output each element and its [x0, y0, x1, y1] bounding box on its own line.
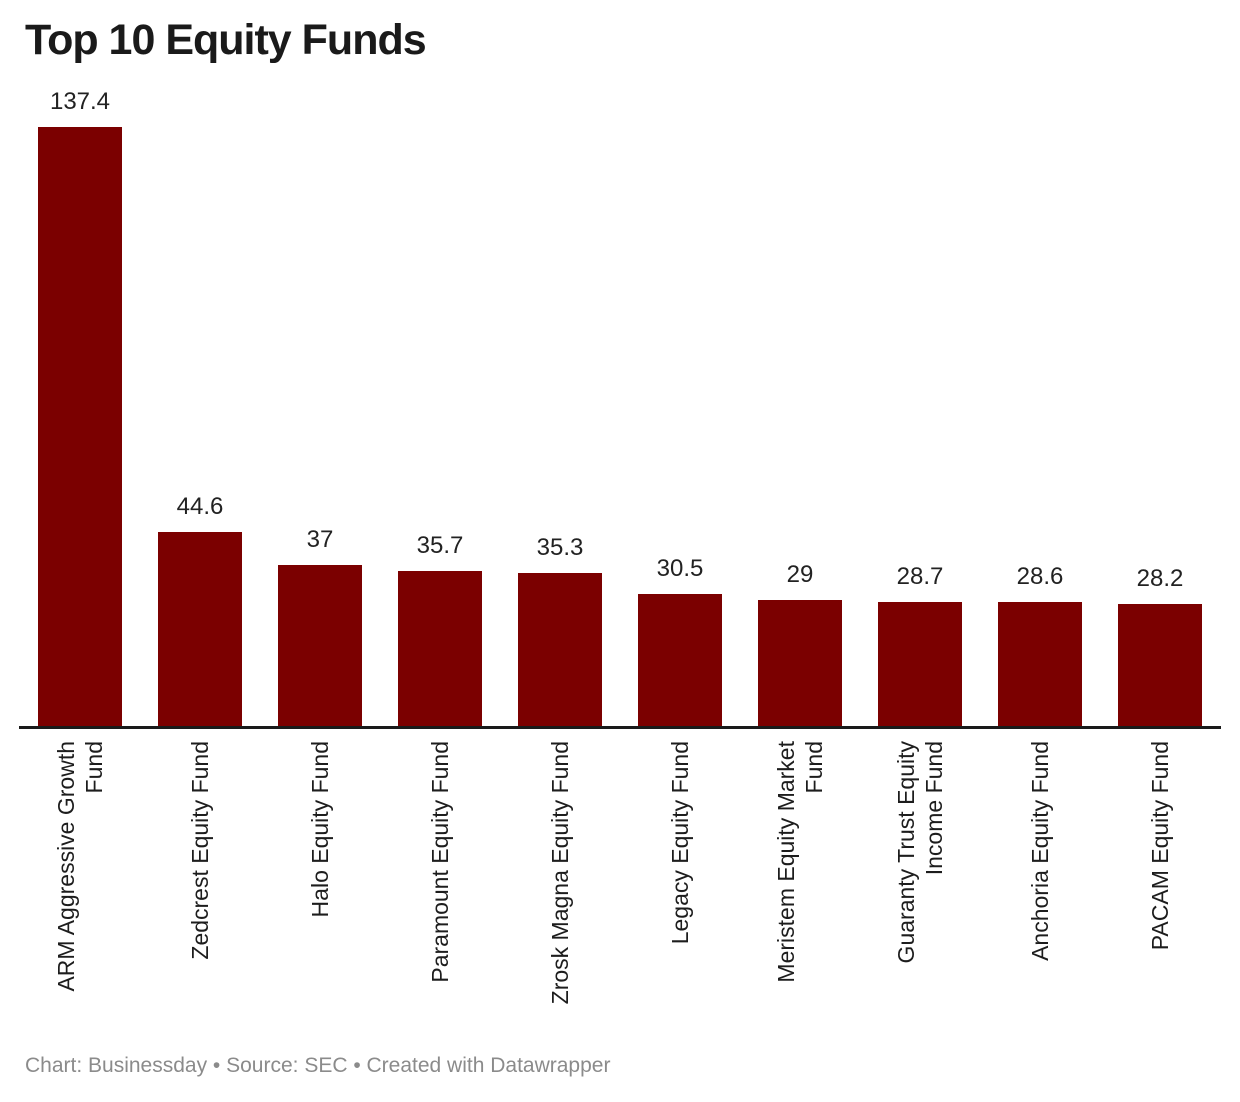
- x-axis-label: ARM Aggressive Growth Fund: [53, 741, 107, 992]
- bar: [998, 602, 1082, 727]
- chart-footer: Chart: Businessday • Source: SEC • Creat…: [25, 1054, 611, 1077]
- bar-value-label: 44.6: [176, 493, 224, 520]
- x-axis-label: Legacy Equity Fund: [667, 741, 693, 945]
- bar-value-label: 28.2: [1136, 565, 1184, 592]
- x-axis-label: Guaranty Trust Equity Income Fund: [893, 741, 947, 964]
- bar: [398, 571, 482, 727]
- bar: [158, 532, 242, 727]
- x-axis-label: PACAM Equity Fund: [1147, 741, 1173, 951]
- bar-value-label: 28.6: [1016, 563, 1064, 590]
- bar: [758, 600, 842, 727]
- bar: [878, 602, 962, 727]
- bar-value-label: 35.7: [416, 532, 464, 559]
- x-axis-label: Halo Equity Fund: [307, 741, 333, 918]
- bar-value-label: 28.7: [896, 563, 944, 590]
- chart-title: Top 10 Equity Funds: [25, 16, 427, 64]
- x-axis-label: Zrosk Magna Equity Fund: [547, 741, 573, 1005]
- bar-value-label: 35.3: [536, 534, 584, 561]
- x-axis-label: Zedcrest Equity Fund: [187, 741, 213, 960]
- bar: [518, 573, 602, 727]
- bar-value-label: 29: [786, 561, 814, 588]
- x-axis-label: Anchoria Equity Fund: [1027, 741, 1053, 961]
- x-axis-label: Paramount Equity Fund: [427, 741, 453, 983]
- bar-value-label: 137.4: [49, 88, 111, 115]
- bar-value-label: 37: [306, 526, 334, 553]
- bar: [38, 127, 122, 727]
- x-axis-label: Meristem Equity Market Fund: [773, 741, 827, 983]
- x-axis-line: [19, 726, 1221, 729]
- bar-value-label: 30.5: [656, 555, 704, 582]
- bar: [1118, 604, 1202, 727]
- bar: [278, 565, 362, 727]
- bar: [638, 594, 722, 727]
